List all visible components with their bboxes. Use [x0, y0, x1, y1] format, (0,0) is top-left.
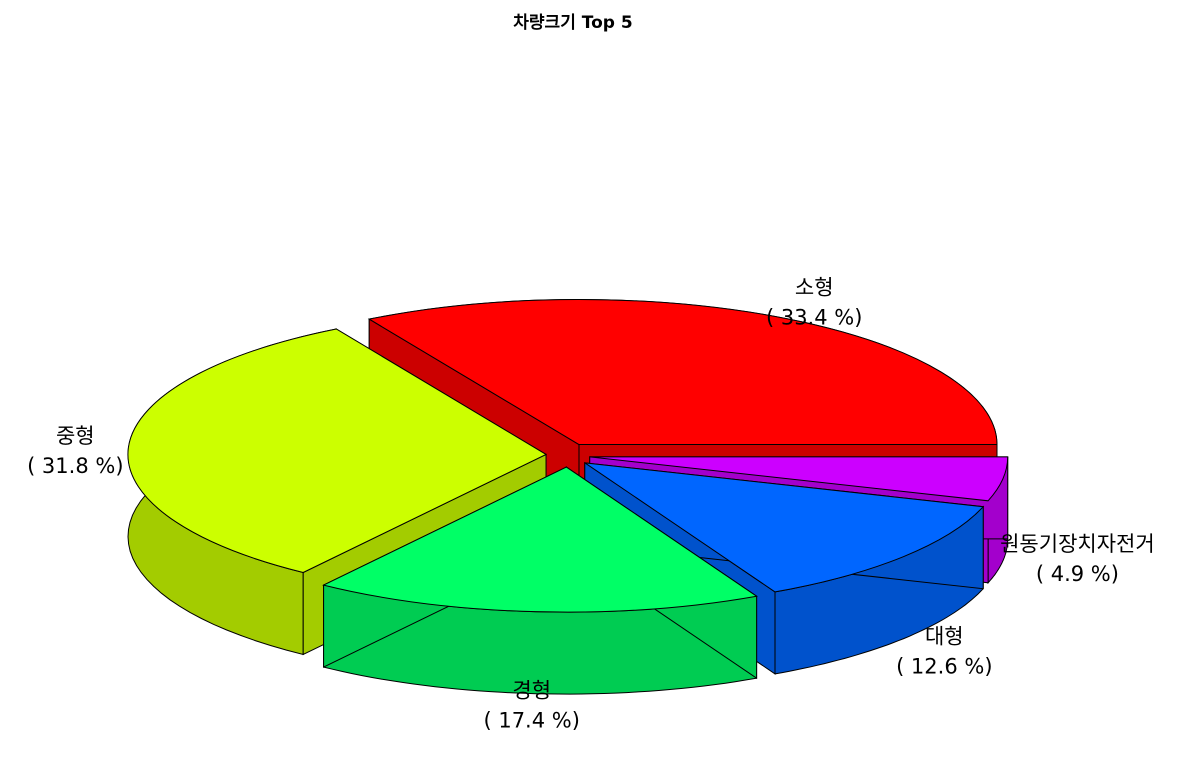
pie-tops	[127, 299, 1009, 613]
pie-slice-0	[367, 299, 998, 446]
pie-slice-1	[589, 456, 1009, 502]
slice-label-2: 대형	[925, 624, 964, 648]
slice-label-1: 원동기장치자전거	[1000, 532, 1155, 556]
slice-pct-2: ( 12.6 %)	[896, 654, 992, 678]
slice-label-4: 중형	[56, 424, 95, 448]
slice-pct-0: ( 33.4 %)	[766, 306, 862, 330]
pie-slice-3	[322, 466, 758, 613]
slice-label-3: 경형	[512, 678, 551, 702]
slice-label-0: 소형	[795, 276, 834, 300]
slice-pct-1: ( 4.9 %)	[1036, 562, 1119, 586]
pie-labels: 소형 ( 33.4 %) 중형 ( 31.8 %) 원동기장치자전거 ( 4.9 %) 대형…	[27, 276, 1155, 733]
pie-slice-2	[584, 462, 985, 593]
chart-title: 차량크기 Top 5	[513, 13, 633, 33]
slice-pct-3: ( 17.4 %)	[483, 708, 579, 732]
pie-slice-4	[127, 328, 548, 574]
slice-pct-4: ( 31.8 %)	[27, 454, 123, 478]
